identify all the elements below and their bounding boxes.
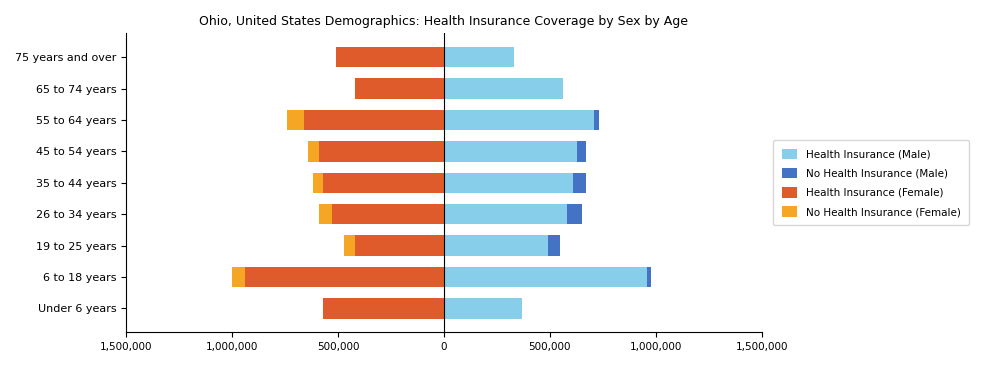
Bar bbox=[444, 141, 577, 161]
Bar bbox=[444, 236, 548, 256]
Bar bbox=[319, 141, 444, 161]
Bar bbox=[244, 267, 444, 287]
Bar bbox=[355, 78, 444, 99]
Bar bbox=[323, 298, 444, 319]
Bar bbox=[444, 110, 594, 130]
Bar bbox=[647, 267, 651, 287]
Bar bbox=[548, 236, 560, 256]
Bar bbox=[444, 267, 647, 287]
Bar bbox=[332, 204, 444, 225]
Bar bbox=[444, 204, 566, 225]
Bar bbox=[304, 110, 444, 130]
Bar bbox=[355, 236, 444, 256]
Bar bbox=[323, 172, 444, 193]
Bar bbox=[573, 172, 586, 193]
Bar bbox=[444, 172, 573, 193]
Bar bbox=[336, 47, 444, 67]
Bar bbox=[594, 110, 599, 130]
Bar bbox=[232, 267, 244, 287]
Bar bbox=[287, 110, 304, 130]
Bar bbox=[566, 204, 581, 225]
Bar bbox=[319, 204, 332, 225]
Bar bbox=[444, 78, 562, 99]
Bar bbox=[308, 141, 319, 161]
Bar bbox=[345, 236, 355, 256]
Bar bbox=[312, 172, 323, 193]
Bar bbox=[577, 141, 586, 161]
Title: Ohio, United States Demographics: Health Insurance Coverage by Sex by Age: Ohio, United States Demographics: Health… bbox=[199, 15, 689, 28]
Bar bbox=[444, 298, 522, 319]
Bar bbox=[444, 47, 514, 67]
Legend: Health Insurance (Male), No Health Insurance (Male), Health Insurance (Female), : Health Insurance (Male), No Health Insur… bbox=[773, 140, 968, 225]
